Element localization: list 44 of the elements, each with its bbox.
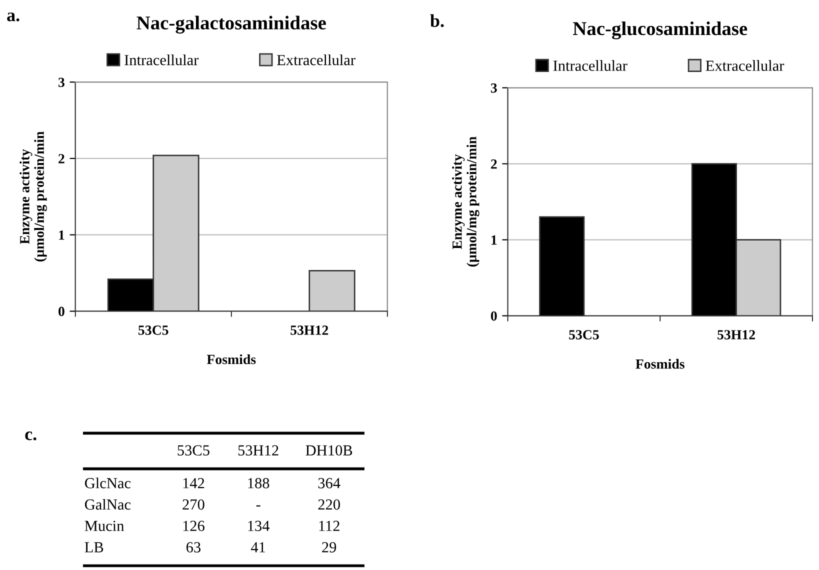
x-tick-label: 53H12 [290,326,328,335]
x-axis-title: Fosmids [636,358,684,369]
chart-title: Nac-galactosaminidase [136,16,326,34]
text: a. [7,12,20,22]
category-label: GlcNac [84,478,131,488]
y-tick-label: 1 [492,235,497,245]
legend-label: Intracellular [553,60,628,71]
x-tick-label: 53H12 [718,330,755,340]
category-label: GalNac [84,498,131,510]
text: 270 [182,499,204,510]
text: 63 [186,542,200,552]
y-tick-label: 0 [58,306,64,316]
x-tick-label: 53C5 [569,330,599,340]
legend-label: Intracellular [124,54,199,66]
y-tick-label: 0 [490,311,497,321]
y-tick-label: 3 [58,78,64,88]
y-axis-title: Enzyme activity (µmol/mg protein/min [20,131,47,262]
text: 41 [250,542,266,552]
text: - [256,505,260,507]
legend-label: Extracellular [277,54,356,66]
category-label: DH10B [306,445,352,456]
text: 142 [183,478,204,488]
text: 188 [248,478,270,488]
text: 220 [318,499,340,510]
category-label: 53H12 [238,445,278,456]
text: 126 [183,520,204,532]
category-label: LB [84,542,104,552]
chart-title: Nac-glucosaminidase [572,22,748,40]
y-tick-label: 1 [59,230,64,240]
text: b. [430,14,444,28]
x-tick-label: 53C5 [138,326,168,335]
y-axis-title: Enzyme activity (µmol/mg protein/min [452,136,480,267]
text: 364 [318,478,340,488]
y-tick-label: 3 [490,83,497,93]
legend-label: Extracellular [706,60,784,71]
category-label: Mucin [84,520,124,532]
y-tick-label: 2 [491,159,497,169]
text: 134 [248,520,270,532]
y-tick-label: 2 [58,154,64,164]
x-axis-title: Fosmids [206,354,256,364]
text: 112 [319,520,340,531]
text: c. [25,432,36,440]
category-label: 53C5 [178,445,210,456]
text: 29 [322,542,336,552]
